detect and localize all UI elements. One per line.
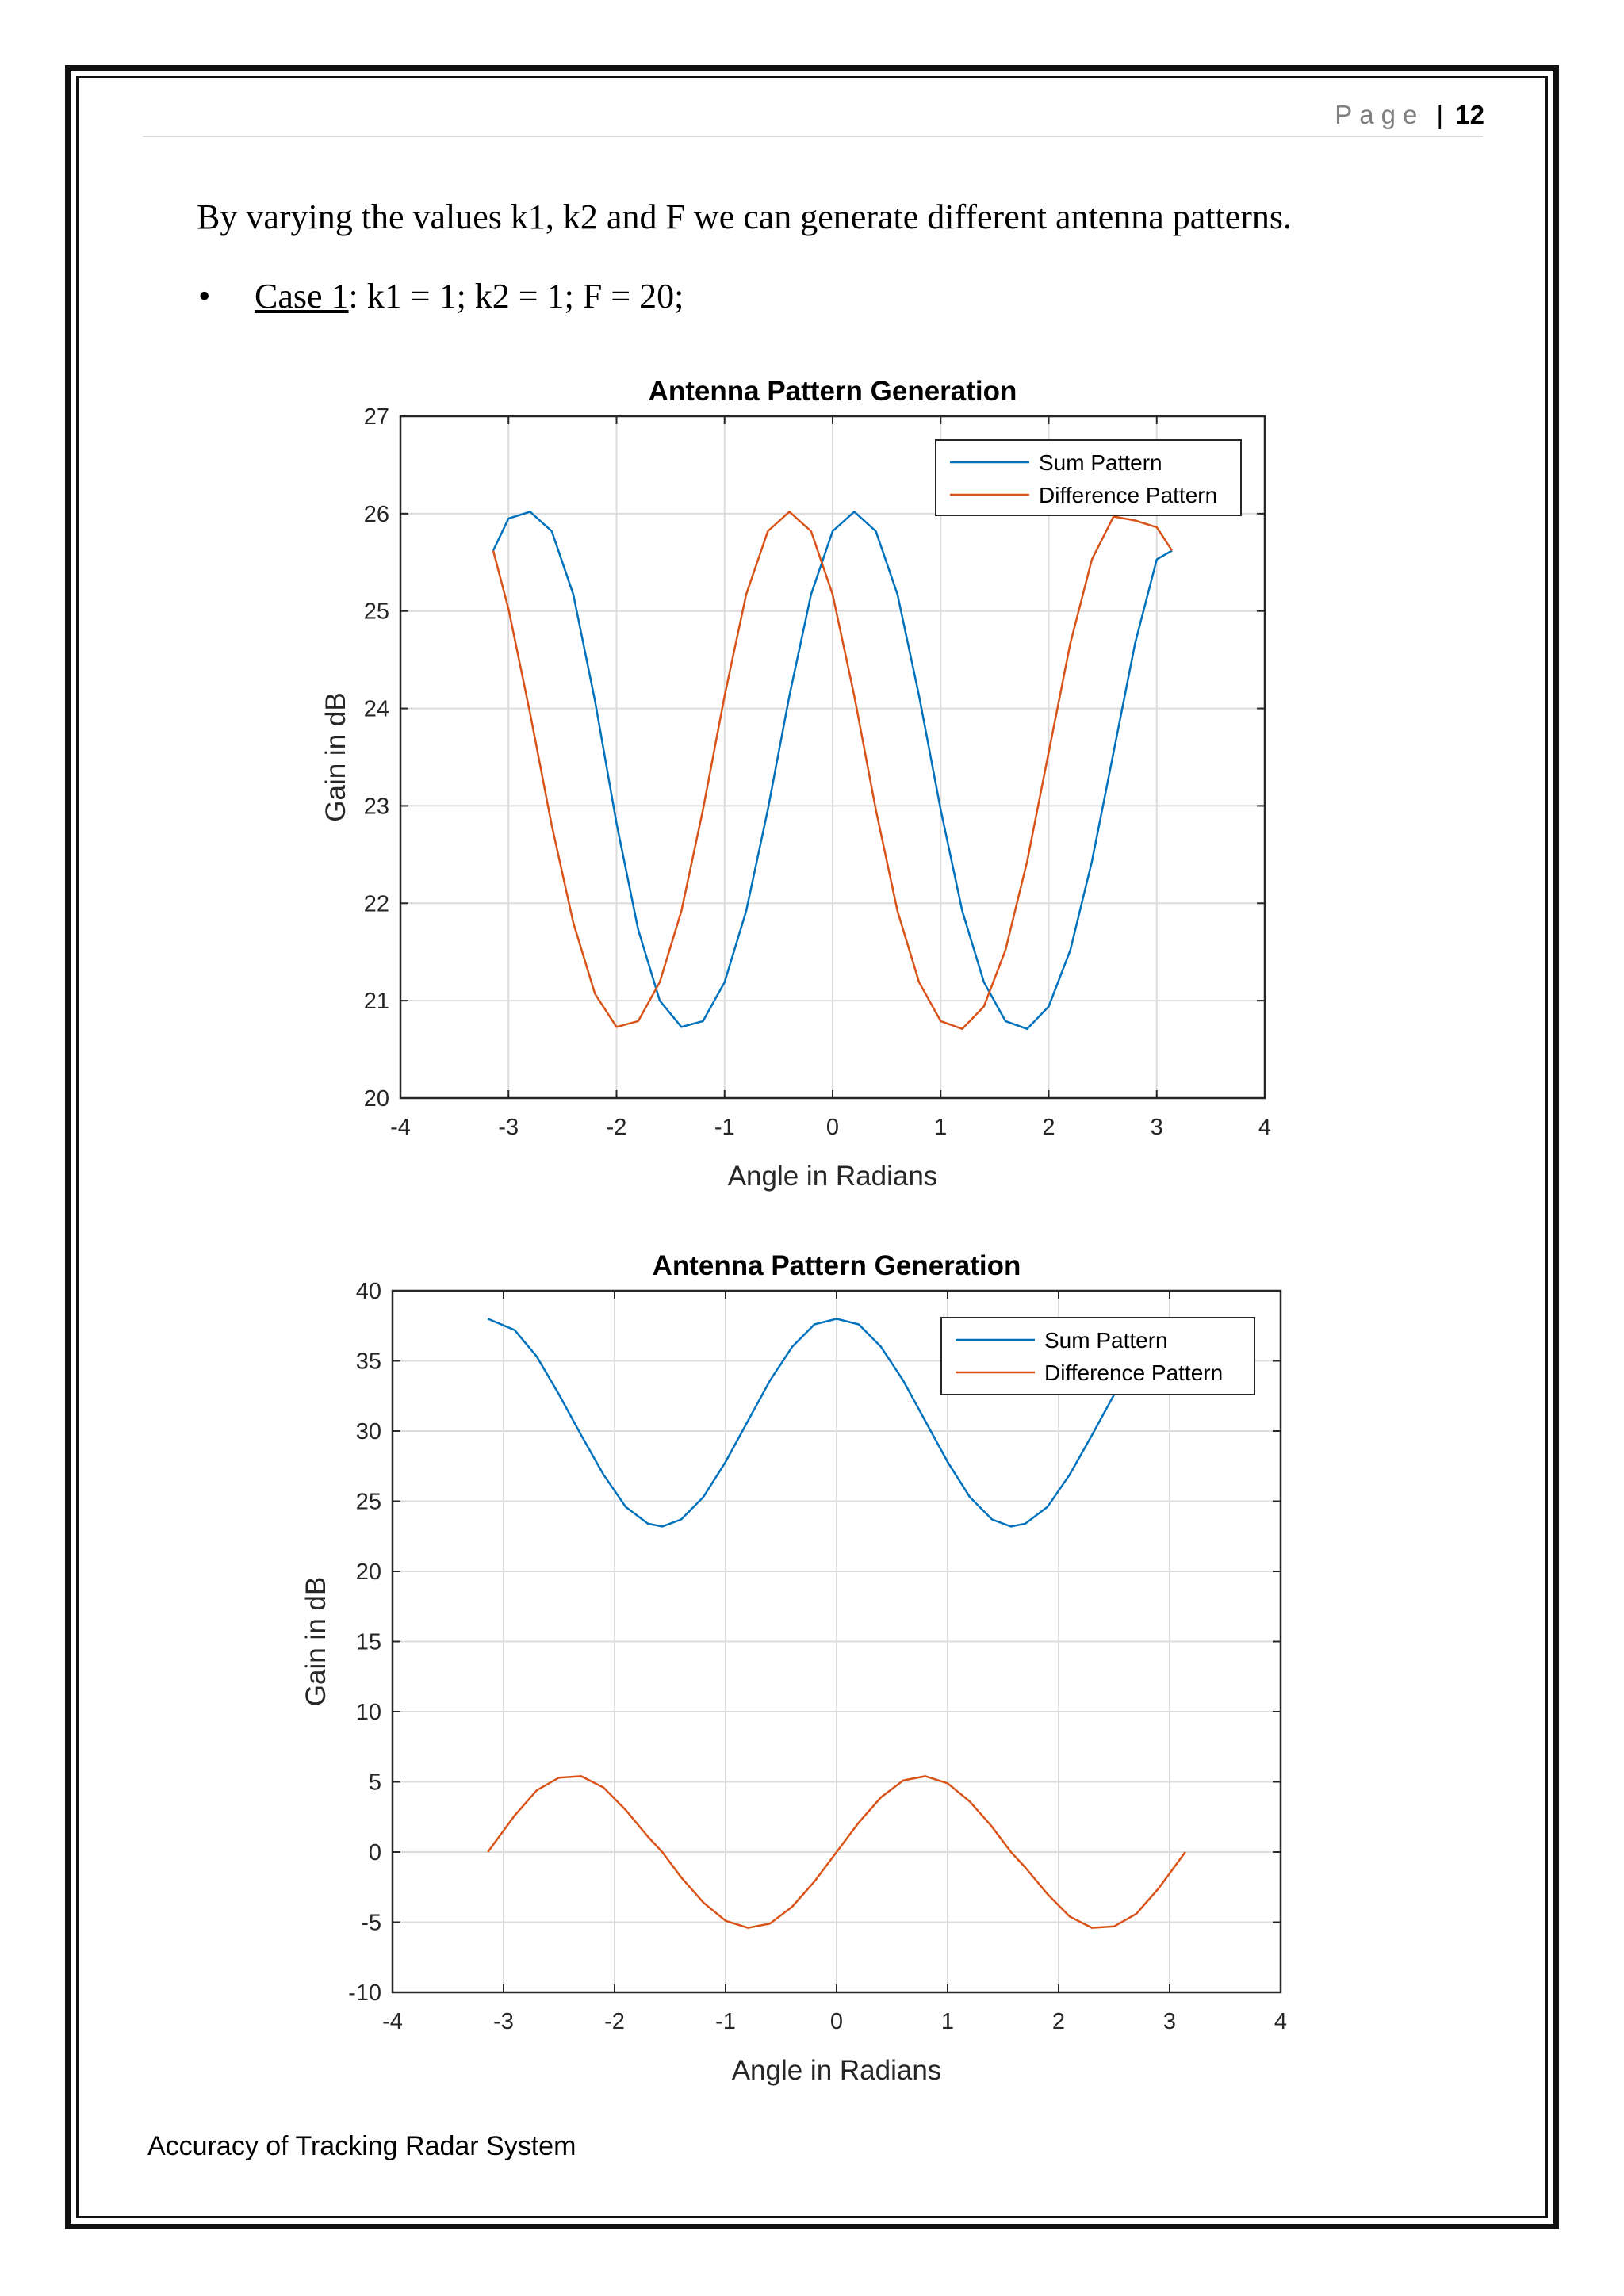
- x-tick-label: 4: [1258, 1115, 1271, 1140]
- y-tick-label: 5: [369, 1770, 381, 1796]
- x-tick-label: 2: [1042, 1115, 1055, 1140]
- x-tick-label: -2: [607, 1115, 627, 1140]
- y-tick-label: 21: [364, 989, 389, 1014]
- y-tick-label: 27: [364, 404, 389, 430]
- y-tick-label: -5: [361, 1911, 381, 1936]
- y-tick-label: 30: [356, 1419, 381, 1445]
- series-line-difference: [492, 511, 1174, 1031]
- x-tick-label: 0: [826, 1115, 839, 1140]
- case-line: • Case 1: k1 = 1; k2 = 1; F = 20;: [198, 276, 684, 316]
- page-separator: |: [1436, 100, 1444, 129]
- legend: Sum Pattern Difference Pattern: [935, 439, 1242, 516]
- footer-text: Accuracy of Tracking Radar System: [147, 2131, 576, 2161]
- x-tick-label: -4: [382, 2009, 403, 2034]
- page-border-outer: [65, 65, 1559, 2229]
- y-tick-label: 26: [364, 502, 389, 527]
- page-word: Page: [1335, 100, 1425, 129]
- chart-title: Antenna Pattern Generation: [649, 376, 1017, 407]
- x-tick-label: 3: [1151, 1115, 1163, 1140]
- x-tick-label: 2: [1052, 2009, 1065, 2034]
- series-line-difference: [487, 1775, 1186, 1929]
- y-tick-label: 20: [364, 1086, 389, 1112]
- legend: Sum Pattern Difference Pattern: [940, 1317, 1255, 1395]
- x-tick-label: 1: [934, 1115, 947, 1140]
- y-tick-label: 23: [364, 794, 389, 819]
- y-tick-label: 40: [356, 1279, 381, 1304]
- intro-paragraph: By varying the values k1, k2 and F we ca…: [197, 197, 1293, 236]
- x-tick-label: -3: [498, 1115, 519, 1140]
- chart-title: Antenna Pattern Generation: [653, 1250, 1021, 1281]
- y-axis-label: Gain in dB: [320, 692, 351, 821]
- y-tick-label: -10: [348, 1980, 381, 2006]
- page-border-inner: [76, 76, 1548, 2218]
- bullet-point: •: [198, 277, 211, 316]
- page-header: Page | 12: [1335, 100, 1484, 130]
- y-tick-label: 0: [369, 1840, 381, 1866]
- legend-entry: Difference Pattern: [1044, 1360, 1223, 1385]
- legend-entry: Difference Pattern: [1039, 483, 1217, 507]
- y-tick-label: 24: [364, 697, 389, 722]
- x-axis-label: Angle in Radians: [732, 2055, 942, 2086]
- x-tick-label: 0: [830, 2009, 843, 2034]
- x-tick-label: 3: [1163, 2009, 1176, 2034]
- page-number: 12: [1455, 100, 1484, 129]
- legend-entry: Sum Pattern: [1044, 1328, 1168, 1353]
- legend-box: [935, 439, 1242, 516]
- y-tick-label: 25: [356, 1490, 381, 1515]
- chart-2: Antenna Pattern Generation-4 -3 -2 -1 0 1 2 3 4-…: [301, 1250, 1287, 2086]
- x-tick-label: -4: [390, 1115, 411, 1140]
- header-rule: [143, 136, 1483, 137]
- chart-1: Antenna Pattern Generation-4 -3 -2 -1 0 1 2 3 42…: [320, 376, 1271, 1192]
- case-name: Case 1: [255, 277, 349, 316]
- x-tick-label: 1: [941, 2009, 954, 2034]
- y-tick-label: 25: [364, 599, 389, 625]
- x-tick-label: 4: [1274, 2009, 1287, 2034]
- y-tick-label: 20: [356, 1559, 381, 1585]
- case-params: : k1 = 1; k2 = 1; F = 20;: [348, 277, 684, 316]
- legend-entry: Sum Pattern: [1039, 450, 1162, 475]
- x-tick-label: -1: [715, 2009, 736, 2034]
- grid-lines: [400, 415, 1266, 1099]
- series-line-sum: [487, 1318, 1186, 1528]
- y-axis-label: Gain in dB: [301, 1577, 331, 1706]
- grid-lines: [392, 1290, 1281, 1993]
- y-tick-label: 15: [356, 1630, 381, 1655]
- y-tick-label: 35: [356, 1349, 381, 1375]
- x-tick-label: -1: [714, 1115, 735, 1140]
- x-tick-label: -3: [493, 2009, 514, 2034]
- series-line-sum: [492, 511, 1173, 1031]
- y-tick-label: 22: [364, 891, 389, 916]
- y-tick-label: 10: [356, 1700, 381, 1725]
- legend-box: [940, 1317, 1255, 1395]
- x-tick-label: -2: [604, 2009, 625, 2034]
- x-axis-label: Angle in Radians: [728, 1161, 938, 1192]
